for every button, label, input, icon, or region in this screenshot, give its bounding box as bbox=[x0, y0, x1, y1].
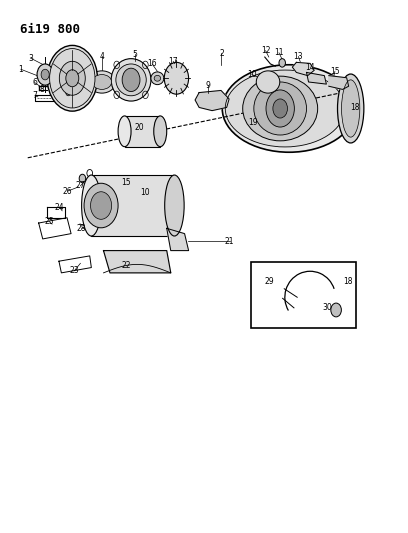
Text: 7: 7 bbox=[33, 91, 38, 100]
Polygon shape bbox=[293, 62, 314, 76]
Text: 12: 12 bbox=[261, 46, 271, 55]
Ellipse shape bbox=[88, 71, 115, 93]
Circle shape bbox=[279, 59, 286, 67]
Polygon shape bbox=[167, 228, 188, 251]
Circle shape bbox=[331, 303, 341, 317]
Text: 14: 14 bbox=[305, 63, 315, 71]
Text: 29: 29 bbox=[264, 277, 274, 286]
Ellipse shape bbox=[82, 175, 101, 236]
Text: 25: 25 bbox=[44, 217, 54, 226]
Circle shape bbox=[59, 61, 85, 95]
Ellipse shape bbox=[256, 71, 280, 93]
Circle shape bbox=[84, 183, 118, 228]
Ellipse shape bbox=[254, 82, 306, 135]
Text: 2: 2 bbox=[219, 49, 224, 58]
Ellipse shape bbox=[92, 75, 112, 90]
Text: 30: 30 bbox=[323, 303, 333, 312]
Circle shape bbox=[90, 224, 96, 232]
Text: 10: 10 bbox=[140, 188, 150, 197]
Circle shape bbox=[66, 90, 71, 96]
Text: 23: 23 bbox=[69, 266, 79, 275]
Text: 16: 16 bbox=[147, 60, 157, 68]
Ellipse shape bbox=[243, 76, 318, 141]
Text: 6: 6 bbox=[32, 78, 37, 87]
Circle shape bbox=[66, 70, 79, 87]
Text: 10: 10 bbox=[247, 70, 257, 79]
Circle shape bbox=[50, 49, 95, 108]
Text: 22: 22 bbox=[121, 261, 131, 270]
Circle shape bbox=[63, 86, 73, 100]
Circle shape bbox=[91, 192, 112, 219]
Bar bbox=[91, 175, 174, 236]
Circle shape bbox=[41, 69, 49, 80]
Text: 6i19 800: 6i19 800 bbox=[20, 22, 80, 36]
Text: 27: 27 bbox=[75, 181, 85, 190]
Text: 20: 20 bbox=[134, 123, 144, 132]
Circle shape bbox=[273, 99, 288, 118]
Ellipse shape bbox=[151, 72, 164, 85]
Polygon shape bbox=[104, 251, 171, 273]
Ellipse shape bbox=[222, 64, 356, 152]
Text: 11: 11 bbox=[274, 49, 284, 58]
Polygon shape bbox=[195, 91, 229, 111]
Text: 15: 15 bbox=[330, 67, 340, 76]
Polygon shape bbox=[306, 72, 326, 84]
Bar bbox=[251, 262, 355, 328]
Circle shape bbox=[79, 174, 86, 183]
Text: 28: 28 bbox=[77, 224, 86, 233]
Text: 19: 19 bbox=[248, 118, 257, 127]
Circle shape bbox=[122, 68, 140, 92]
Text: 18: 18 bbox=[343, 277, 353, 286]
Text: 5: 5 bbox=[133, 50, 137, 59]
Text: 21: 21 bbox=[225, 237, 234, 246]
Ellipse shape bbox=[225, 70, 345, 147]
Text: 15: 15 bbox=[122, 178, 131, 187]
Ellipse shape bbox=[165, 175, 184, 236]
Ellipse shape bbox=[337, 74, 364, 143]
Circle shape bbox=[164, 62, 188, 94]
Text: 26: 26 bbox=[62, 187, 72, 196]
Text: 18: 18 bbox=[350, 103, 359, 112]
Text: 3: 3 bbox=[28, 54, 33, 62]
Text: 17: 17 bbox=[169, 57, 178, 66]
Ellipse shape bbox=[154, 75, 161, 81]
Circle shape bbox=[37, 64, 53, 85]
Text: 9: 9 bbox=[206, 80, 211, 90]
Polygon shape bbox=[329, 76, 349, 90]
Text: 8: 8 bbox=[40, 85, 44, 94]
Text: 4: 4 bbox=[100, 52, 104, 61]
Ellipse shape bbox=[118, 116, 131, 147]
Bar bbox=[124, 116, 160, 147]
Text: 24: 24 bbox=[55, 203, 64, 212]
Ellipse shape bbox=[111, 59, 151, 101]
Ellipse shape bbox=[341, 80, 360, 137]
Circle shape bbox=[47, 45, 98, 111]
Circle shape bbox=[266, 90, 294, 127]
Ellipse shape bbox=[154, 116, 167, 147]
Text: 1: 1 bbox=[18, 64, 23, 74]
Text: 13: 13 bbox=[294, 52, 303, 61]
Ellipse shape bbox=[116, 64, 146, 96]
